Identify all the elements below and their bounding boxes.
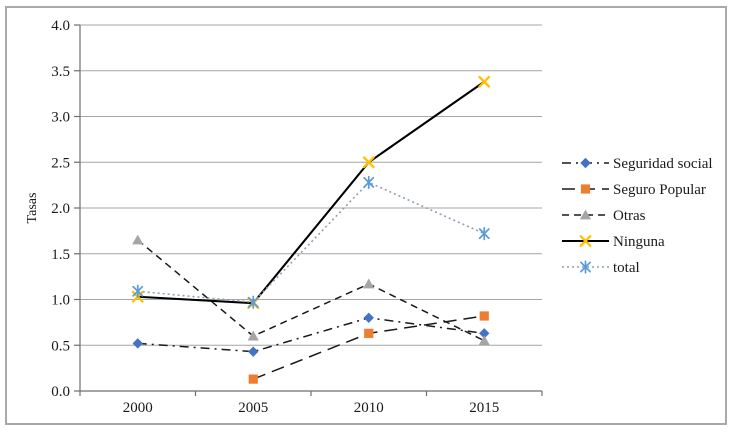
legend-label: Otras bbox=[613, 208, 646, 224]
y-axis-tick-label: 1.5 bbox=[51, 247, 70, 263]
series-asterisk-marker-icon bbox=[247, 295, 259, 309]
legend-label: total bbox=[613, 260, 640, 276]
series-line-total bbox=[137, 181, 485, 304]
series-x-marker-icon bbox=[362, 156, 375, 169]
y-axis-tick-label: 1.0 bbox=[51, 293, 70, 309]
series-line-ninguna bbox=[137, 80, 485, 305]
y-axis-tick-label: 3.5 bbox=[51, 64, 70, 80]
y-axis-tick-label: 2.0 bbox=[51, 201, 70, 217]
legend-label: Ninguna bbox=[613, 234, 665, 250]
series-triangle-marker-icon bbox=[132, 234, 144, 245]
series-triangle-marker-icon bbox=[247, 330, 259, 341]
series-line-seguridad-social bbox=[137, 317, 485, 353]
series-square-marker-icon bbox=[479, 311, 489, 321]
series-triangle-marker-icon bbox=[363, 278, 375, 289]
series-x-marker-icon bbox=[478, 75, 491, 88]
y-axis-tick-label: 4.0 bbox=[51, 18, 70, 34]
series-asterisk-marker-icon bbox=[132, 284, 144, 298]
x-axis-tick-label: 2005 bbox=[238, 400, 268, 416]
legend-square-marker-icon bbox=[580, 184, 591, 194]
legend-x-marker-icon bbox=[579, 235, 592, 247]
legend-asterisk-marker-icon bbox=[580, 260, 591, 274]
legend-label: Seguro Popular bbox=[613, 182, 706, 198]
legend-triangle-marker-icon bbox=[579, 209, 592, 220]
series-diamond-marker-icon bbox=[248, 346, 259, 357]
series-square-marker-icon bbox=[364, 328, 374, 338]
x-axis-tick-label: 2000 bbox=[123, 400, 153, 416]
series-diamond-marker-icon bbox=[363, 312, 374, 323]
series-diamond-marker-icon bbox=[132, 338, 143, 349]
y-axis-tick-label: 0.0 bbox=[51, 384, 70, 400]
y-axis-tick-label: 0.5 bbox=[51, 338, 70, 354]
y-axis-tick-label: 3.0 bbox=[51, 110, 70, 126]
series-asterisk-marker-icon bbox=[478, 226, 490, 241]
series-diamond-marker-icon bbox=[479, 328, 490, 339]
series-square-marker-icon bbox=[248, 374, 258, 384]
legend-diamond-marker-icon bbox=[580, 157, 591, 169]
series-asterisk-marker-icon bbox=[363, 175, 375, 190]
x-axis-tick-label: 2015 bbox=[469, 400, 499, 416]
series-triangle-marker-icon bbox=[478, 335, 490, 346]
x-axis-tick-label: 2010 bbox=[354, 400, 384, 416]
y-axis-title: Tasas bbox=[25, 193, 40, 224]
series-line-seguro-popular bbox=[252, 315, 485, 380]
y-axis-tick-label: 2.5 bbox=[51, 155, 70, 171]
legend-label: Seguridad social bbox=[613, 156, 713, 172]
series-line-otras bbox=[137, 239, 485, 342]
